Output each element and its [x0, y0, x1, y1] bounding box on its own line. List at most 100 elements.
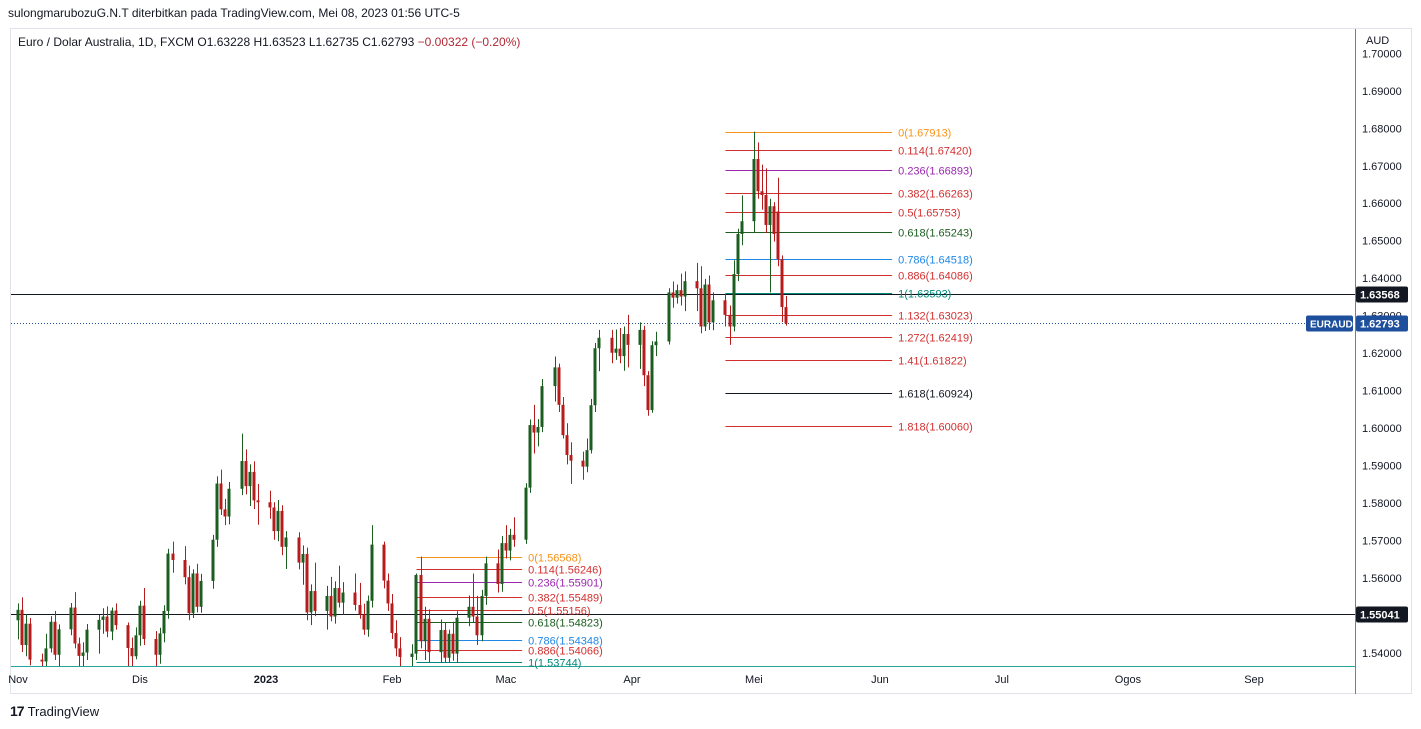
- candle-body: [756, 159, 760, 192]
- candle-body: [358, 604, 362, 615]
- candle-body: [219, 483, 223, 510]
- candle-body: [589, 405, 593, 451]
- candle-body: [154, 639, 158, 655]
- candle-body: [313, 591, 317, 611]
- candle-body: [480, 595, 484, 636]
- candle-body: [760, 191, 764, 195]
- fib-level-label: 1.818(1.60060): [898, 422, 973, 434]
- level-badge-label: 1.55041: [1360, 610, 1400, 622]
- fib-level-label: 1.132(1.63023): [898, 311, 973, 323]
- y-tick-label: 1.54000: [1362, 648, 1402, 660]
- candle-body: [496, 563, 500, 584]
- candle-body: [532, 425, 536, 433]
- candle-body: [305, 553, 309, 613]
- y-tick-label: 1.64000: [1362, 273, 1402, 285]
- candle-body: [695, 281, 699, 289]
- candle-body: [272, 507, 276, 532]
- y-tick-label: 1.61000: [1362, 386, 1402, 398]
- candle-body: [740, 221, 744, 234]
- candle-body: [162, 610, 166, 634]
- candle-body: [85, 629, 89, 653]
- candle-body: [723, 300, 727, 315]
- footer-brand[interactable]: TradingView: [27, 703, 100, 719]
- x-tick-label: Mei: [745, 674, 763, 686]
- candle-body: [667, 292, 671, 342]
- candle-body: [699, 288, 703, 327]
- x-tick-label: Feb: [383, 674, 402, 686]
- candle-body: [248, 471, 252, 487]
- ohlc-change: −0.00322 (−0.20%): [417, 35, 521, 49]
- tradingview-logo-icon[interactable]: 17: [10, 703, 25, 719]
- x-tick-label: Apr: [623, 674, 640, 686]
- candle-body: [626, 334, 630, 345]
- candle-body: [776, 211, 780, 260]
- candle-body: [675, 290, 679, 298]
- candle-body: [451, 633, 455, 654]
- candle-body: [610, 337, 614, 353]
- candle-body: [353, 592, 357, 605]
- y-tick-label: 1.59000: [1362, 461, 1402, 473]
- y-tick-label: 1.58000: [1362, 498, 1402, 510]
- candle-body: [447, 633, 451, 658]
- candle-body: [77, 643, 81, 656]
- candle-body: [24, 623, 28, 646]
- candle-body: [97, 619, 101, 630]
- candle-body: [386, 580, 390, 604]
- candle-body: [333, 588, 337, 617]
- candle-body: [142, 605, 146, 640]
- candle-body: [557, 367, 561, 405]
- candle-body: [211, 539, 215, 581]
- ohlc-open: O1.63228: [197, 35, 251, 49]
- currency-label: AUD: [1366, 35, 1389, 47]
- candle-body: [195, 573, 199, 607]
- candle-body: [618, 348, 622, 357]
- candle-body: [28, 623, 32, 660]
- fib-level-label: 0.114(1.56246): [528, 565, 602, 577]
- candle-body: [419, 574, 423, 642]
- fib-level-label: 1.618(1.60924): [898, 389, 973, 401]
- candle-body: [252, 471, 256, 501]
- symbol-name[interactable]: Euro / Dolar Australia, 1D, FXCM: [18, 35, 195, 49]
- candle-body: [654, 341, 658, 346]
- y-tick-label: 1.68000: [1362, 123, 1402, 135]
- level-badge: [1356, 606, 1408, 623]
- candle-body: [728, 314, 732, 327]
- y-tick-label: 1.70000: [1362, 48, 1402, 60]
- candle-body: [780, 259, 784, 308]
- candle-body: [394, 633, 398, 649]
- candle-body: [126, 625, 130, 649]
- candle-body: [642, 329, 646, 376]
- candle-body: [130, 648, 134, 657]
- y-tick-label: 1.65000: [1362, 236, 1402, 248]
- fib-level-label: 0.382(1.66263): [898, 189, 973, 201]
- x-tick-label: Jun: [871, 674, 889, 686]
- y-tick-label: 1.60000: [1362, 423, 1402, 435]
- candle-body: [565, 435, 569, 456]
- candle-body: [736, 233, 740, 275]
- fib-level-label: 0(1.56568): [528, 553, 581, 565]
- candle-body: [467, 606, 471, 618]
- candle-body: [73, 607, 77, 644]
- candle-body: [553, 367, 557, 387]
- ohlc-high: H1.63523: [253, 35, 306, 49]
- candle-body: [443, 630, 447, 658]
- candle-body: [597, 337, 601, 349]
- level-badge: [1356, 286, 1408, 303]
- candle-body: [199, 580, 203, 607]
- candle-body: [20, 609, 24, 646]
- y-tick-label: 1.62000: [1362, 348, 1402, 360]
- candle-body: [671, 292, 675, 298]
- fib-level-label: 0.382(1.55489): [528, 593, 603, 605]
- candle-body: [732, 274, 736, 327]
- candle-body: [711, 300, 715, 323]
- candle-body: [158, 633, 162, 655]
- fib-level-label: 0.236(1.55901): [528, 578, 603, 590]
- candle-body: [423, 618, 427, 642]
- candle-body: [49, 621, 53, 649]
- candle-body: [646, 375, 650, 411]
- y-tick-label: 1.67000: [1362, 161, 1402, 173]
- candle-body: [772, 206, 776, 234]
- candle-body: [362, 614, 366, 630]
- candle-body: [187, 577, 191, 614]
